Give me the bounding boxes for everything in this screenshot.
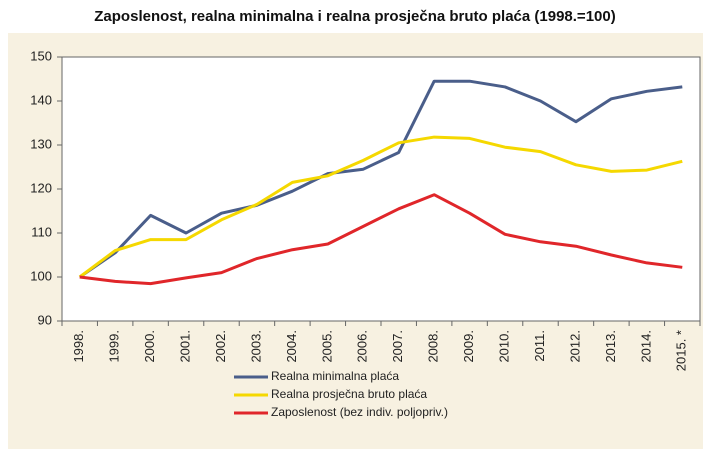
- x-tick-label: 2005.: [319, 330, 334, 363]
- legend-label: Realna minimalna plaća: [271, 369, 399, 383]
- x-tick-label: 2004.: [284, 330, 299, 363]
- y-tick-label: 130: [30, 136, 52, 151]
- x-tick-label: 2000.: [142, 330, 157, 363]
- legend-label: Realna prosječna bruto plaća: [271, 387, 427, 401]
- y-tick-label: 120: [30, 180, 52, 195]
- x-tick-label: 2001.: [177, 330, 192, 363]
- x-tick-label: 2009.: [461, 330, 476, 363]
- x-tick-label: 2008.: [426, 330, 441, 363]
- x-tick-label: 2002.: [213, 330, 228, 363]
- line: [78, 135, 683, 279]
- y-tick-label: 100: [30, 268, 52, 283]
- legend-label: Zaposlenost (bez indiv. poljopriv.): [271, 405, 448, 419]
- y-tick-label: 150: [30, 48, 52, 63]
- x-tick-label: 2007.: [390, 330, 405, 363]
- x-tick-label: 2003.: [248, 330, 263, 363]
- x-tick-label: 1999.: [107, 330, 122, 363]
- x-tick-label: 2011.: [532, 330, 547, 362]
- y-tick-label: 110: [31, 224, 52, 239]
- x-tick-label: 2015. *: [674, 330, 689, 371]
- x-tick-label: 2013.: [603, 330, 618, 363]
- x-tick-label: 2014.: [638, 330, 653, 363]
- x-tick-label: 1998.: [71, 330, 86, 363]
- x-tick-label: 2006.: [355, 330, 370, 363]
- chart-title: Zaposlenost, realna minimalna i realna p…: [94, 8, 615, 25]
- line: [78, 79, 683, 279]
- x-tick-label: 2010.: [496, 330, 511, 363]
- y-tick-label: 140: [30, 92, 52, 107]
- x-tick-label: 2012.: [567, 330, 582, 363]
- line: [79, 193, 683, 286]
- plot-area: [61, 56, 701, 322]
- y-tick-label: 90: [38, 312, 52, 327]
